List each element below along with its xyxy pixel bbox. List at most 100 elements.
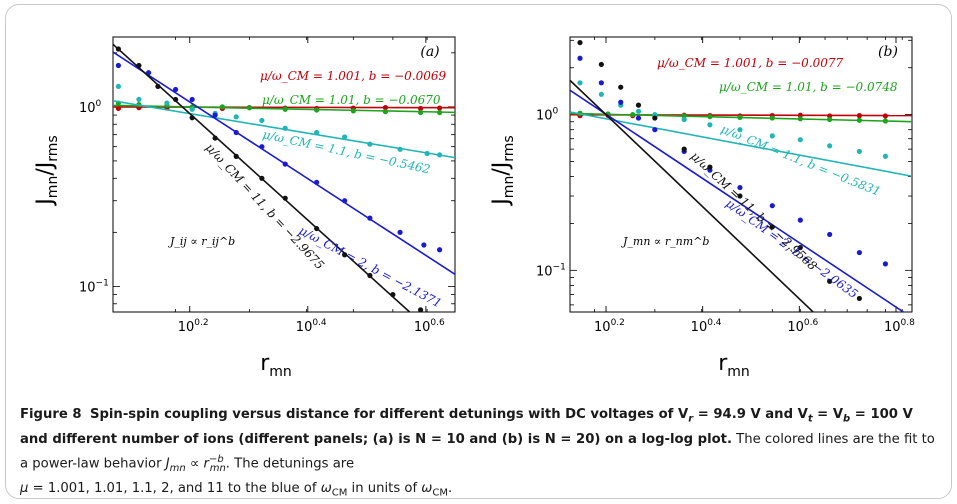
data-point <box>769 133 775 139</box>
data-point <box>882 118 889 124</box>
caption-line-1: Figure 8 Spin-spin coupling versus dista… <box>20 405 940 479</box>
data-point <box>314 129 320 136</box>
data-point <box>115 46 121 52</box>
caption-law-j: J <box>165 456 170 472</box>
data-point <box>212 135 218 141</box>
caption-law-r: r <box>203 456 209 472</box>
plots: 100.2 100.4 100.6 10−1 100 Jmn/Jrms rmn (a) J_ij… <box>33 36 915 380</box>
x-axis-label: rmn <box>260 351 292 380</box>
data-point <box>598 91 604 97</box>
y-tick-label: 10−1 <box>79 278 109 295</box>
data-point <box>707 164 713 170</box>
fit-line <box>570 89 905 312</box>
data-point <box>577 39 583 46</box>
data-point <box>136 62 142 69</box>
data-point <box>882 261 889 267</box>
series-label: μ/ω_CM = 1.001, b = −0.0069 <box>260 69 447 83</box>
data-point <box>233 114 239 120</box>
fit-line <box>570 111 912 178</box>
data-point <box>189 115 195 121</box>
data-point <box>577 55 583 61</box>
data-point <box>827 278 833 284</box>
caption-bold-4: = 100 V and different number of ions (di… <box>20 407 913 447</box>
y-tick-label: 100 <box>536 107 559 124</box>
data-point <box>115 83 121 90</box>
series-label: μ/ω_CM = 1.001, b = −0.0077 <box>657 56 844 70</box>
data-point <box>155 83 161 90</box>
data-point <box>797 217 803 223</box>
data-point <box>797 244 803 251</box>
caption-line3-end: . <box>447 480 453 496</box>
data-point <box>635 115 642 121</box>
data-point <box>681 116 687 123</box>
caption-omega2: ω <box>421 480 433 496</box>
law-annotation: J_mn ∝ r_nm^b <box>621 235 709 248</box>
panel-a: 100.2 100.4 100.6 10−1 100 Jmn/Jrms rmn (a) J_ij… <box>33 36 456 380</box>
data-point <box>342 252 348 258</box>
y-tick-label: 100 <box>79 99 102 116</box>
data-point <box>417 109 424 116</box>
data-point <box>769 115 775 121</box>
figure-border <box>5 4 952 499</box>
data-point <box>797 137 803 143</box>
data-point <box>233 129 239 136</box>
data-point <box>882 153 889 159</box>
plot-frame <box>569 36 913 313</box>
data-point <box>652 127 658 133</box>
data-point <box>342 134 348 140</box>
panel-label: (b) <box>878 44 898 60</box>
x-tick-label: 100.2 <box>178 318 209 335</box>
caption-omega-sub: CM <box>331 487 348 499</box>
data-point <box>681 146 687 152</box>
x-tick-label: 100.2 <box>594 318 625 335</box>
data-point <box>382 105 389 111</box>
caption-law-prop: ∝ <box>185 456 204 472</box>
caption-body-1: The colored lines are the fit to a power… <box>20 431 935 472</box>
data-point <box>630 112 636 118</box>
caption-law-sup: −b <box>208 453 224 465</box>
caption-sub-r: r <box>688 413 694 425</box>
data-point <box>282 161 288 167</box>
data-point <box>367 141 373 147</box>
data-point <box>598 61 604 68</box>
data-point <box>417 105 424 112</box>
data-point <box>827 231 833 238</box>
series-layer <box>570 39 912 312</box>
x-tick-label: 100.4 <box>691 318 722 335</box>
data-point <box>856 148 862 155</box>
series-label: μ/ω_CM = 1.1, b = −0.5462 <box>261 127 431 176</box>
data-point <box>421 242 427 248</box>
caption-omega-sub2: CM <box>432 487 448 499</box>
x-tick-label: 100.8 <box>884 318 915 335</box>
data-point <box>219 104 225 110</box>
data-point <box>259 144 265 150</box>
data-point <box>856 249 862 256</box>
data-point <box>282 125 288 131</box>
data-point <box>652 115 658 121</box>
caption-figure-label: Figure 8 <box>20 407 82 422</box>
data-point <box>737 114 743 120</box>
data-point <box>424 150 430 157</box>
caption-mu: μ <box>20 480 29 496</box>
data-point <box>282 106 288 112</box>
caption-omega: ω <box>320 480 332 496</box>
data-point <box>769 224 775 230</box>
data-point <box>827 143 833 149</box>
data-point <box>382 109 389 115</box>
data-point <box>436 152 443 158</box>
panel-b: 100.2 100.4 100.6 100.8 10−1 100 Jmn/Jrms rmn (b… <box>489 36 915 380</box>
x-tick-label: 100.6 <box>787 318 818 335</box>
caption-law-rsub: mn <box>209 462 226 474</box>
law-annotation: J_ij ∝ r_ij^b <box>168 235 235 248</box>
data-point <box>618 84 624 90</box>
data-point <box>856 113 862 119</box>
caption-sub-t: t <box>807 413 813 425</box>
data-point <box>618 99 624 105</box>
data-point <box>769 203 775 209</box>
y-tick-label: 10−1 <box>536 262 566 279</box>
data-point <box>882 113 889 119</box>
fit-line <box>570 79 815 312</box>
caption-body-2: . The detunings are <box>225 456 355 472</box>
data-point <box>577 80 583 86</box>
